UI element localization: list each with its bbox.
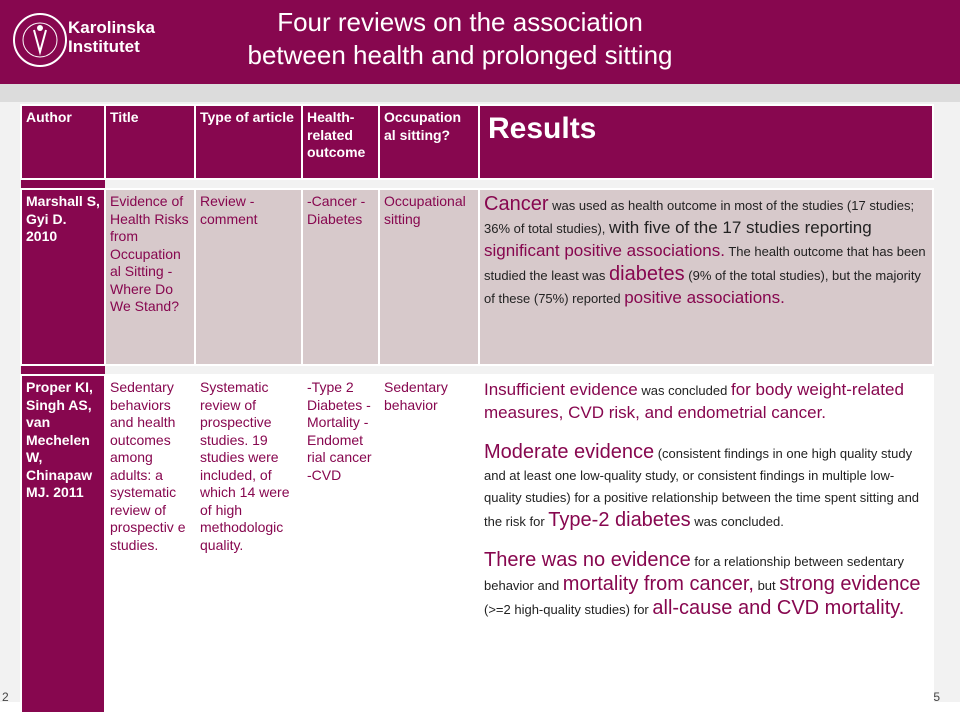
cell-occupational: Sedentary behavior [378,374,480,714]
cell-outcome: -Cancer -Diabetes [301,188,380,366]
row-gap [21,365,933,375]
table-row: Proper KI, Singh AS, van Mechelen W, Chi… [20,374,934,714]
col-occupational: Occupation al sitting? [378,104,480,180]
cell-results: Insufficient evidence was concluded for … [478,374,934,714]
table-row: Marshall S, Gyi D. 2010 Evidence of Heal… [20,188,934,366]
logo-line-2: Institutet [68,37,140,56]
result-highlight: Cancer [484,193,549,215]
page-number: 5 [933,690,940,704]
result-paragraph: Insufficient evidence was concluded for … [484,379,928,425]
logo-wordmark: Karolinska Institutet [68,18,155,56]
result-text: was concluded. [690,514,784,529]
result-highlight: strong evidence [779,573,921,595]
result-text: for a relationship between sedentary beh… [484,554,904,593]
title-line-1: Four reviews on the association [277,7,643,37]
row-gap [21,179,933,189]
result-highlight: diabetes [609,263,685,285]
cell-author: Marshall S, Gyi D. 2010 [20,188,106,366]
result-highlight: Insufficient evidence [484,380,638,399]
slide-title: Four reviews on the association between … [200,6,720,72]
result-text: with five of the 17 studies reporting [609,218,872,237]
col-title: Title [104,104,196,180]
cell-title: Evidence of Health Risks from Occupation… [104,188,196,366]
footer-left-number: 2 [2,690,9,704]
cell-occupational: Occupational sitting [378,188,480,366]
cell-results: Cancer was used as health outcome in mos… [478,188,934,366]
col-author: Author [20,104,106,180]
result-text: was concluded [637,383,731,398]
header-band [0,84,960,102]
result-text: (9% of the total studies), but the major… [484,268,921,306]
result-highlight: Moderate evidence [484,441,655,463]
title-line-2: between health and prolonged sitting [247,40,673,70]
col-outcome: Health-related outcome [301,104,380,180]
result-paragraph: Moderate evidence (consistent findings i… [484,441,928,533]
result-highlight: There was no evidence [484,549,691,571]
table-header-row: Author Title Type of article Health-rela… [20,104,934,180]
result-highlight: mortality from cancer, [562,573,754,595]
result-text: but [753,578,780,593]
result-text: (consistent findings in one high quality… [484,446,920,529]
reviews-table: Author Title Type of article Health-rela… [20,104,934,714]
col-results: Results [478,104,934,180]
col-type: Type of article [194,104,303,180]
result-text: was used as health outcome in most of th… [484,198,915,236]
result-highlight: positive associations. [624,288,785,307]
cell-type: Review - comment [194,188,303,366]
logo-line-1: Karolinska [68,18,155,37]
result-highlight: significant positive associations. [484,241,725,260]
result-highlight: Type-2 diabetes [548,509,691,531]
result-text: The health outcome that has been studied… [484,244,926,283]
header-bar: Karolinska Institutet Four reviews on th… [0,0,960,84]
result-paragraph: There was no evidence for a relationship… [484,549,928,621]
result-highlight: all-cause and CVD mortality. [652,597,905,619]
cell-type: Systematic review of prospective studies… [194,374,303,714]
paragraph-spacer [484,533,928,549]
result-text: (>=2 high-quality studies) for [484,602,653,617]
cell-outcome: -Type 2 Diabetes -Mortality - Endomet ri… [301,374,380,714]
paragraph-spacer [484,425,928,441]
cell-title: Sedentary behaviors and health outcomes … [104,374,196,714]
cell-author: Proper KI, Singh AS, van Mechelen W, Chi… [20,374,106,714]
karolinska-logo-icon [13,13,67,67]
result-highlight: for body weight-related measures, CVD ri… [484,380,904,422]
